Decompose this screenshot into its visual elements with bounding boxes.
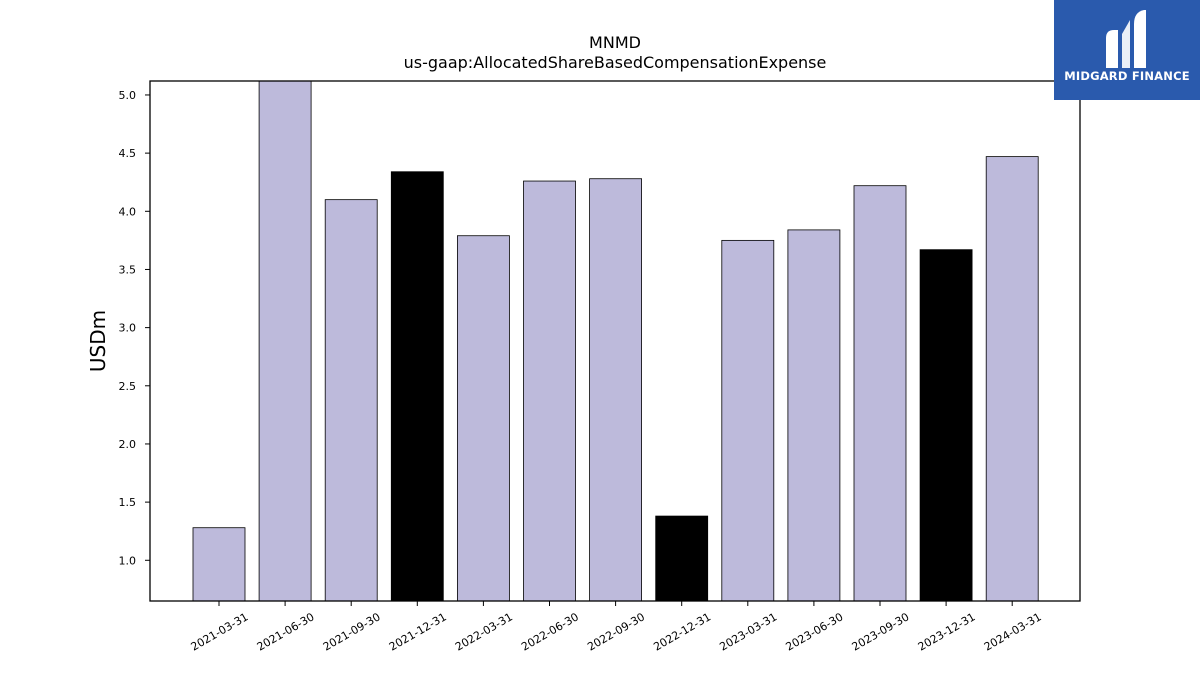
y-ticks-group: 1.0 1.5 2.0 2.5 3.0 3.5 4.0 4.5 5.0 (119, 89, 150, 567)
x-tick-label: 2024-03-31 (982, 610, 1044, 653)
bar-2021-09-30 (324, 199, 378, 602)
x-tick-label: 2023-06-30 (784, 610, 846, 653)
chart-subtitle: us-gaap:AllocatedShareBasedCompensationE… (404, 53, 827, 72)
x-tick-label: 2021-03-31 (189, 610, 251, 653)
x-tick-label: 2023-03-31 (717, 610, 779, 653)
y-tick-label: 1.0 (119, 554, 137, 567)
bar-2023-06-30 (787, 229, 841, 602)
bar-2021-12-31 (390, 171, 444, 602)
x-tick-label: 2021-06-30 (255, 610, 317, 653)
bar-2023-03-31 (721, 239, 775, 602)
y-tick-label: 1.5 (119, 496, 137, 509)
y-tick-label: 2.0 (119, 438, 137, 451)
y-tick-label: 5.0 (119, 89, 137, 102)
x-tick-label: 2022-09-30 (585, 610, 647, 653)
bar-2022-12-31 (655, 515, 709, 602)
logo-mark-icon (1106, 10, 1146, 68)
bar-2023-09-30 (853, 185, 907, 602)
bars-group (192, 80, 1039, 602)
x-tick-label: 2023-12-31 (916, 610, 978, 653)
y-tick-label: 4.5 (119, 147, 137, 160)
x-tick-label: 2021-09-30 (321, 610, 383, 653)
x-tick-label: 2022-12-31 (651, 610, 713, 653)
x-tick-label: 2022-03-31 (453, 610, 515, 653)
x-ticks-group: 2021-03-31 2021-06-30 2021-09-30 2021-12-31… (189, 601, 1044, 654)
bar-2022-03-31 (456, 235, 510, 602)
bar-2021-06-30 (258, 80, 312, 602)
bar-2022-06-30 (523, 180, 576, 602)
y-tick-label: 3.5 (119, 263, 137, 276)
logo-text: MIDGARD FINANCE (1064, 69, 1190, 83)
midgard-finance-logo: MIDGARD FINANCE (1054, 0, 1200, 100)
bar-2024-03-31 (985, 156, 1039, 602)
bar-2022-09-30 (589, 178, 642, 602)
chart-title: MNMD (589, 33, 641, 52)
x-tick-label: 2023-09-30 (850, 610, 912, 653)
bar-2021-03-31 (192, 527, 246, 602)
y-tick-label: 4.0 (119, 205, 137, 218)
bar-2023-12-31 (919, 249, 973, 602)
y-tick-label: 3.0 (119, 322, 137, 335)
y-axis-label: USDm (86, 310, 110, 372)
y-tick-label: 2.5 (119, 380, 137, 393)
x-tick-label: 2021-12-31 (387, 610, 449, 653)
x-tick-label: 2022-06-30 (519, 610, 581, 653)
plot-frame (149, 80, 1081, 602)
